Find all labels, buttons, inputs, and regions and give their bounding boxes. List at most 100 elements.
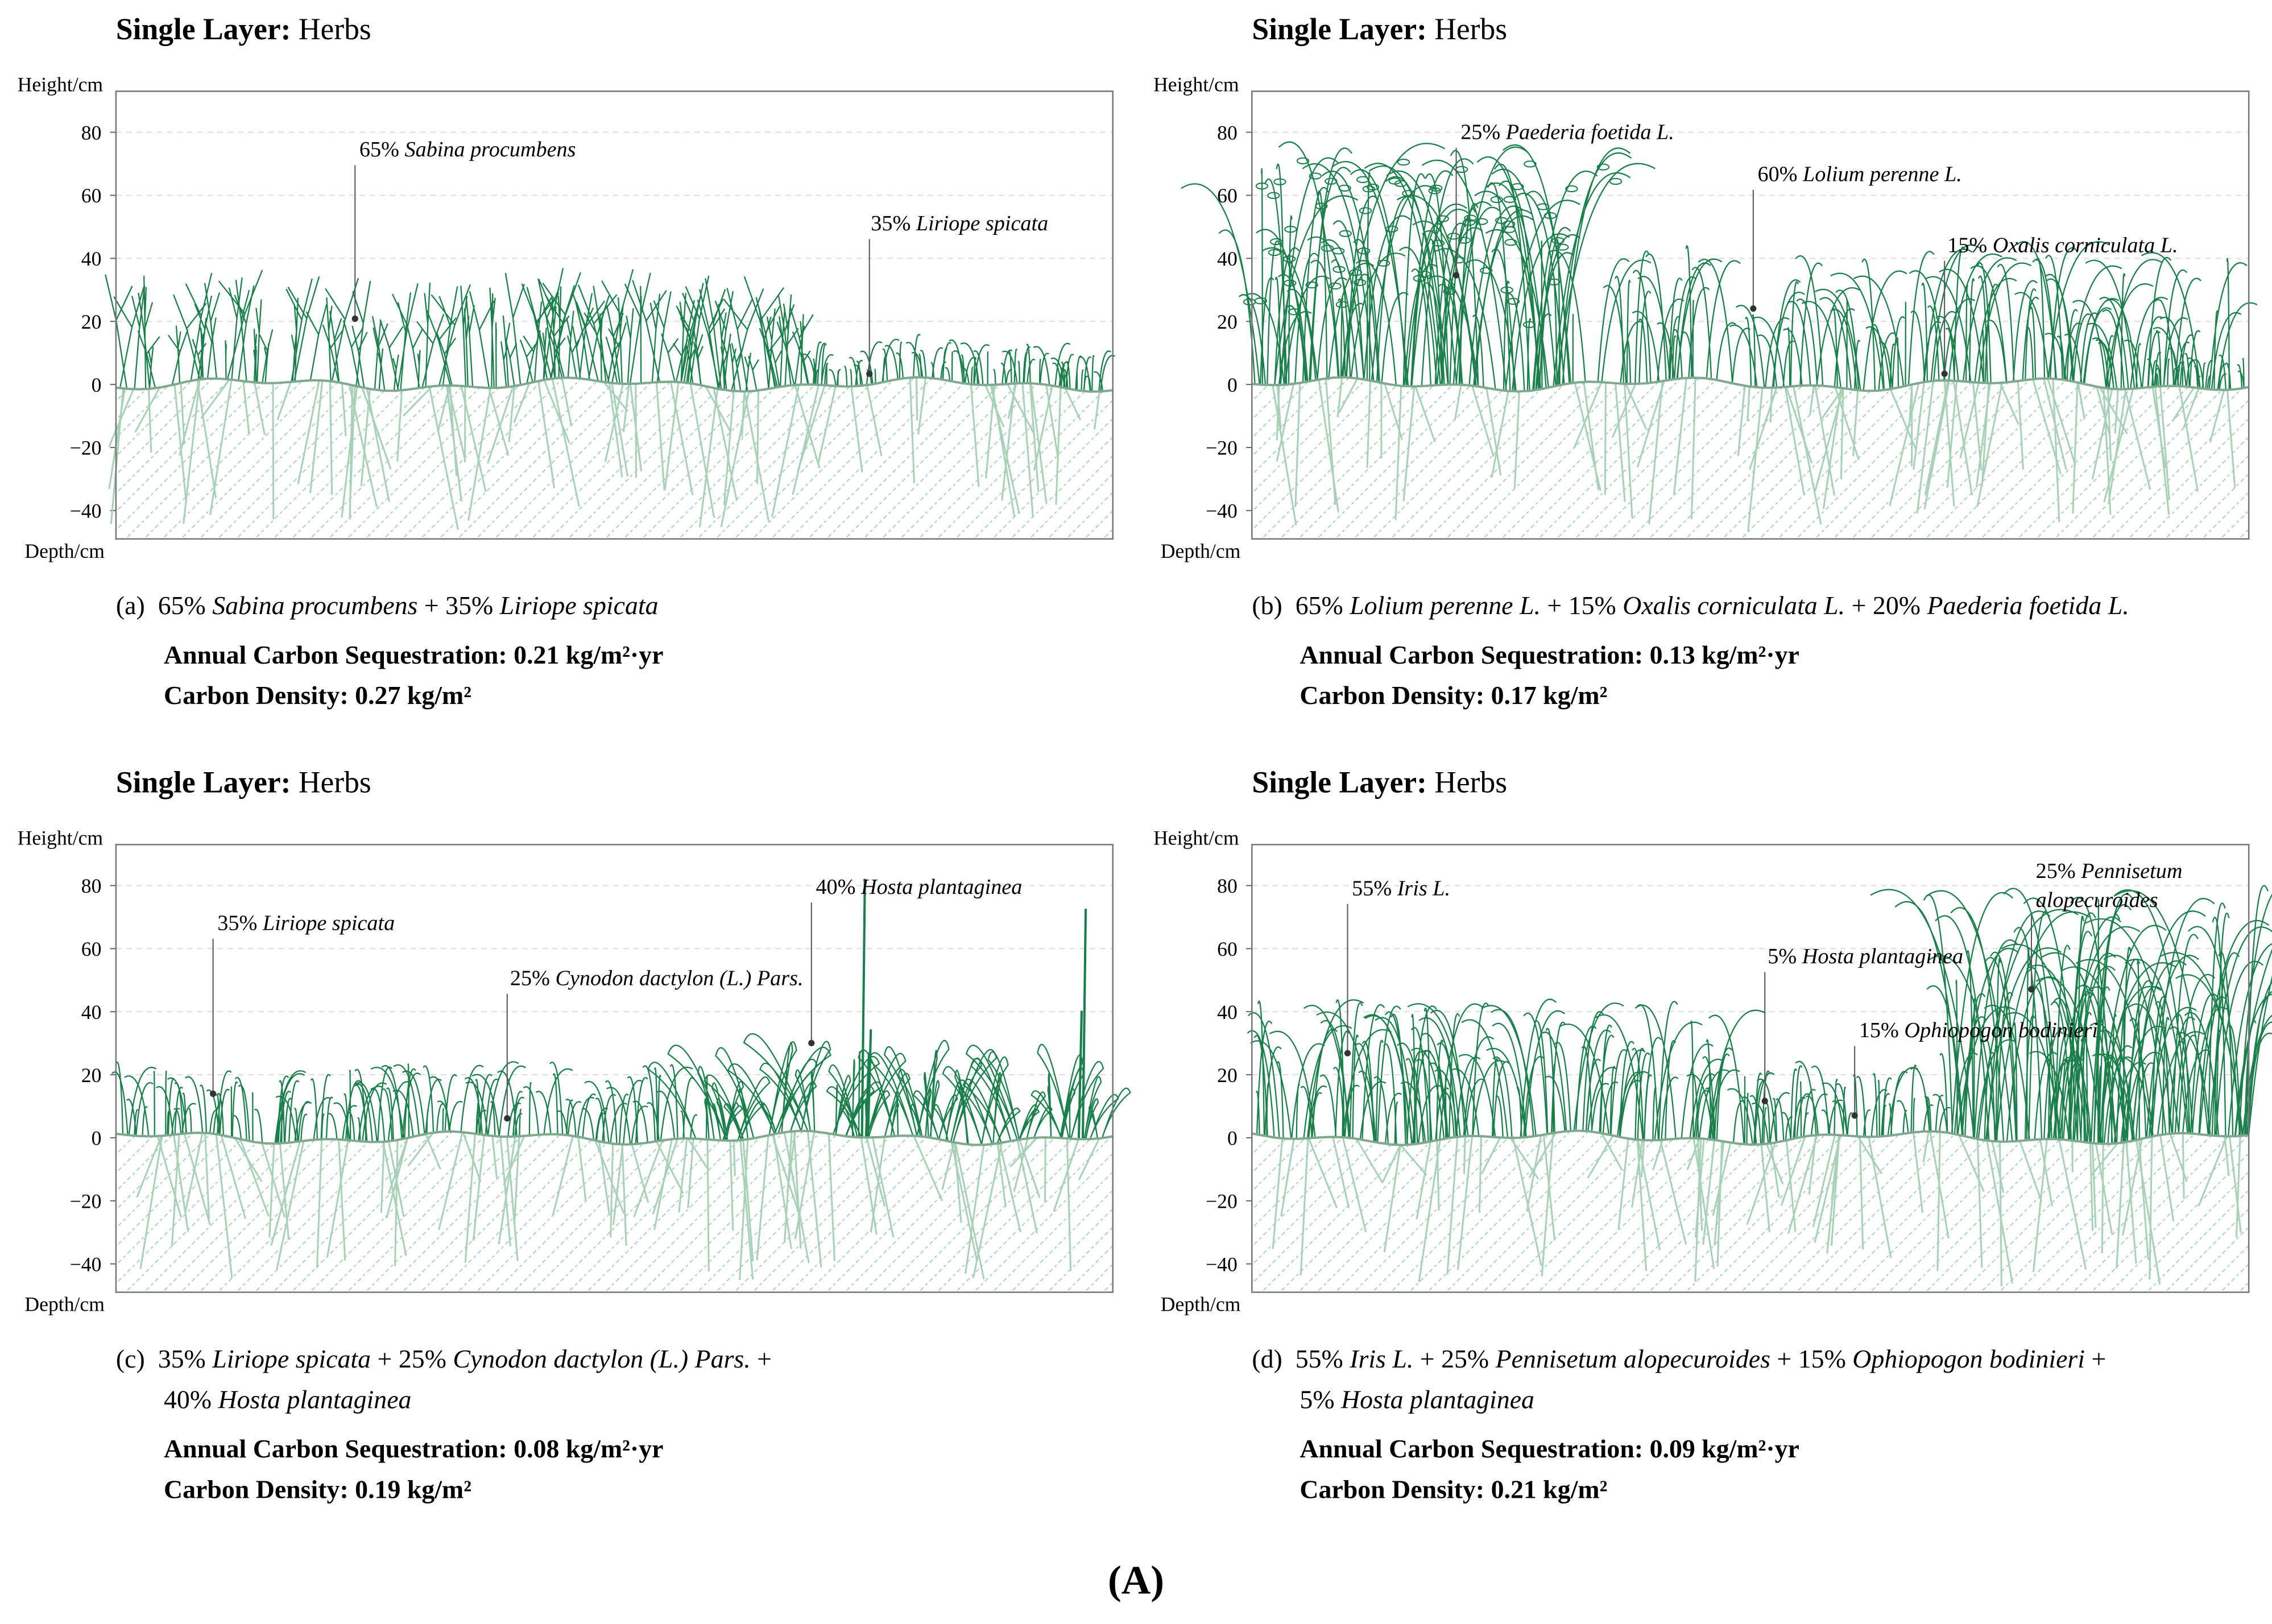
leaf [667, 1045, 727, 1141]
blade [1984, 1004, 2030, 1141]
twig [685, 275, 710, 384]
blade [1492, 1056, 1513, 1138]
blade [497, 1070, 518, 1137]
y-tick-label: 80 [1217, 121, 1238, 144]
blade [313, 1097, 332, 1140]
annotation-part: 65% [359, 138, 405, 161]
y-tick-label: 80 [1217, 875, 1238, 897]
root [2103, 388, 2134, 503]
root [687, 1138, 694, 1208]
leaf [950, 1057, 983, 1142]
blade [2004, 1012, 2062, 1140]
blade [1027, 358, 1036, 383]
root [1280, 1138, 1295, 1217]
root [2101, 1144, 2104, 1253]
root [1491, 391, 1509, 478]
blade [2246, 1021, 2272, 1136]
root [871, 1137, 895, 1238]
blade [216, 1093, 221, 1135]
blade [2043, 1030, 2063, 1140]
blade [321, 1113, 325, 1140]
blade [2237, 364, 2243, 389]
blade [1894, 901, 1963, 1136]
root [1276, 383, 1295, 462]
twig [632, 280, 667, 383]
root [771, 1134, 801, 1217]
blade [1847, 1112, 1853, 1136]
blade [1422, 282, 1445, 385]
caption-part: Sabina procumbens [212, 591, 417, 620]
blade [1939, 1053, 1948, 1133]
blade [2216, 912, 2230, 1136]
caption-part: Iris L. [1349, 1344, 1413, 1373]
twig [326, 297, 333, 382]
blade [2058, 1051, 2080, 1140]
blade [1706, 1039, 1712, 1140]
blade [1924, 1095, 1930, 1132]
blade [565, 1099, 577, 1137]
blade [1982, 329, 1984, 383]
blade [860, 350, 874, 384]
root [424, 1133, 441, 1170]
root [1889, 383, 1920, 506]
blade [1776, 1098, 1785, 1141]
root [1033, 385, 1053, 471]
blade [836, 368, 841, 387]
root [1436, 1140, 1440, 1211]
blade [1316, 1011, 1375, 1142]
blade [1853, 1074, 1858, 1137]
blade [1708, 1014, 1745, 1145]
twig [653, 291, 672, 383]
blade [812, 369, 817, 385]
title-rest: Herbs [291, 765, 371, 799]
root [972, 1142, 1003, 1278]
blade [1674, 276, 1696, 379]
root [1981, 383, 1990, 487]
blade [2113, 890, 2209, 1136]
blade [1416, 1059, 1433, 1142]
leaf [826, 1086, 862, 1138]
root [2121, 1138, 2143, 1236]
root [537, 380, 556, 488]
blade [2064, 322, 2082, 380]
root [171, 1134, 180, 1247]
blade [647, 1102, 660, 1141]
blade [1600, 1024, 1612, 1133]
metric-label: Carbon Density: [164, 681, 349, 710]
metric-label: Annual Carbon Sequestration: [1300, 640, 1643, 669]
blade [1657, 298, 1685, 382]
root [561, 378, 573, 426]
blade [1772, 1097, 1778, 1142]
blade [1910, 1067, 1930, 1132]
leader-dot [1452, 272, 1460, 279]
blade [1350, 252, 1406, 378]
twig [526, 287, 553, 380]
root [499, 1136, 511, 1246]
blade [2151, 898, 2215, 1137]
root [1702, 1140, 1716, 1245]
blade [656, 1091, 676, 1140]
blade [209, 1109, 218, 1134]
blade [1634, 1047, 1645, 1140]
blade [1397, 1042, 1425, 1143]
blade [1458, 203, 1479, 385]
blade [595, 1107, 609, 1141]
root [1307, 1138, 1338, 1208]
blade [2097, 1066, 2103, 1144]
root [631, 1144, 649, 1203]
root [664, 382, 680, 490]
blade [182, 1092, 187, 1134]
root [633, 1140, 664, 1218]
blade [1970, 265, 2008, 383]
blade [485, 1078, 499, 1136]
root [1840, 388, 1844, 480]
blade [913, 334, 921, 378]
blade [949, 339, 964, 384]
root [794, 1131, 816, 1240]
blade [173, 1108, 182, 1134]
blade [1978, 275, 1988, 383]
root [2197, 1136, 2228, 1207]
blade [1396, 194, 1477, 387]
blade [2097, 1029, 2134, 1141]
leaf [739, 1101, 765, 1141]
